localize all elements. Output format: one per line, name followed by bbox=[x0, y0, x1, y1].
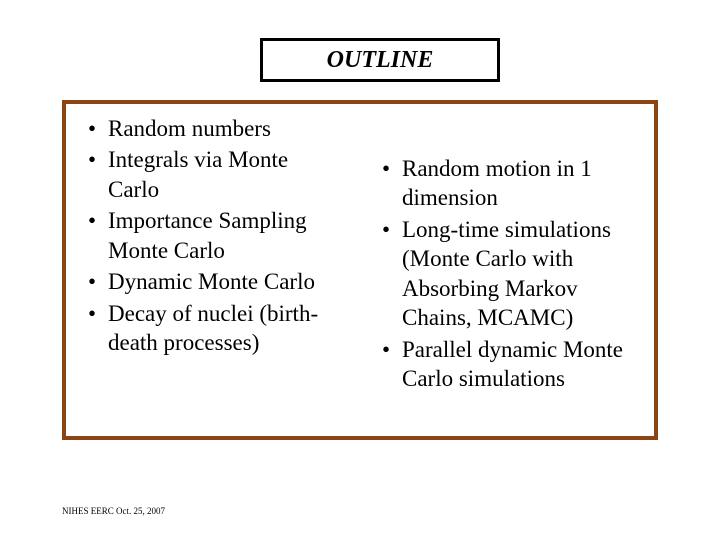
bullet-marker: • bbox=[88, 206, 108, 235]
left-column: • Random numbers • Integrals via Monte C… bbox=[66, 112, 360, 428]
bullet-text: Long-time simulations (Monte Carlo with … bbox=[402, 215, 636, 333]
bullet-marker: • bbox=[88, 299, 108, 328]
footer-text: NIHES EERC Oct. 25, 2007 bbox=[62, 506, 165, 516]
bullet-marker: • bbox=[382, 335, 402, 364]
bullet-marker: • bbox=[382, 154, 402, 183]
right-column: • Random motion in 1 dimension • Long-ti… bbox=[360, 112, 654, 428]
bullet-text: Random numbers bbox=[108, 114, 342, 143]
bullet-marker: • bbox=[88, 145, 108, 174]
bullet-text: Integrals via Monte Carlo bbox=[108, 145, 342, 204]
list-item: • Random motion in 1 dimension bbox=[382, 154, 636, 213]
bullet-marker: • bbox=[382, 215, 402, 244]
page-title: OUTLINE bbox=[327, 47, 434, 74]
title-box: OUTLINE bbox=[260, 38, 500, 82]
bullet-text: Random motion in 1 dimension bbox=[402, 154, 636, 213]
list-item: • Long-time simulations (Monte Carlo wit… bbox=[382, 215, 636, 333]
list-item: • Random numbers bbox=[88, 114, 342, 143]
bullet-text: Parallel dynamic Monte Carlo simulations bbox=[402, 335, 636, 394]
outline-content-box: • Random numbers • Integrals via Monte C… bbox=[62, 100, 658, 440]
bullet-text: Dynamic Monte Carlo bbox=[108, 267, 342, 296]
list-item: • Dynamic Monte Carlo bbox=[88, 267, 342, 296]
bullet-marker: • bbox=[88, 267, 108, 296]
bullet-marker: • bbox=[88, 114, 108, 143]
list-item: • Importance Sampling Monte Carlo bbox=[88, 206, 342, 265]
list-item: • Integrals via Monte Carlo bbox=[88, 145, 342, 204]
bullet-text: Decay of nuclei (birth-death processes) bbox=[108, 299, 342, 358]
list-item: • Parallel dynamic Monte Carlo simulatio… bbox=[382, 335, 636, 394]
bullet-text: Importance Sampling Monte Carlo bbox=[108, 206, 342, 265]
list-item: • Decay of nuclei (birth-death processes… bbox=[88, 299, 342, 358]
